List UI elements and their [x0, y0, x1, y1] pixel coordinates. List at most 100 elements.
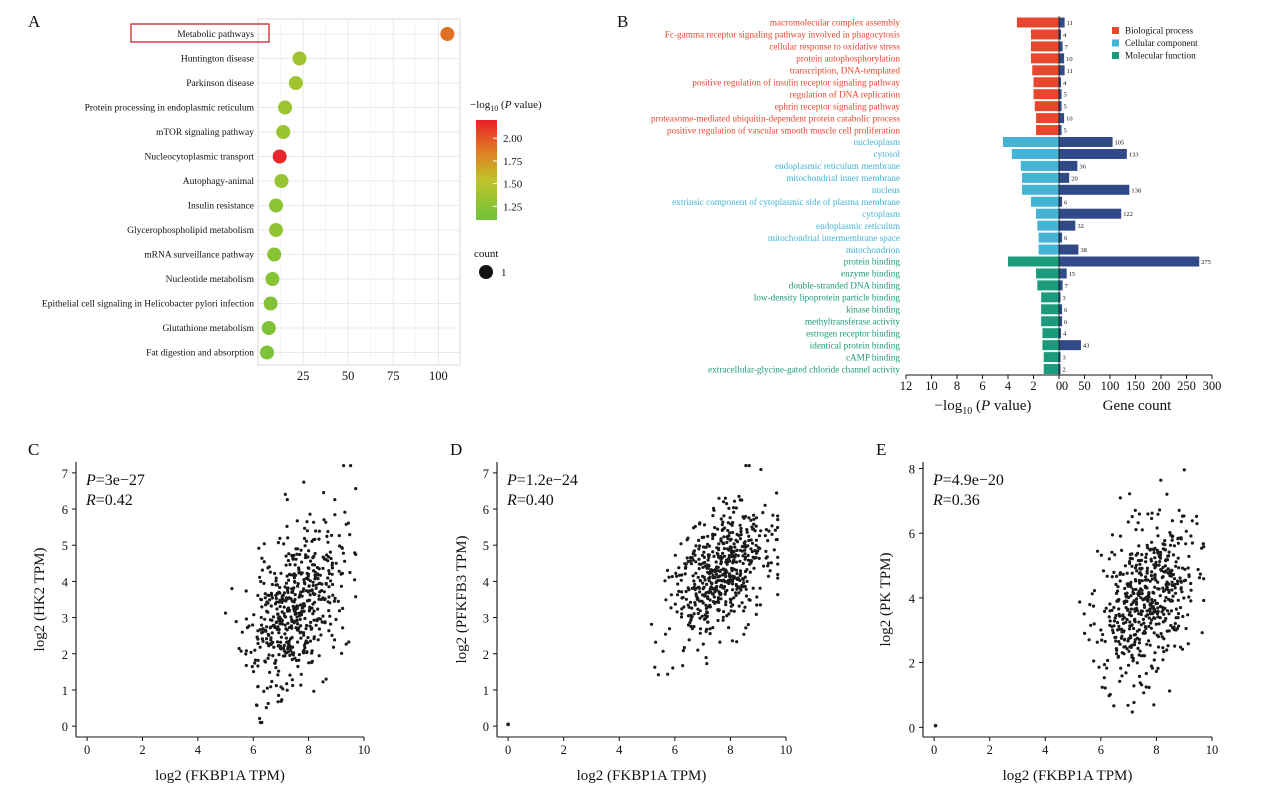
panel-d-y-tick-label: 0	[483, 720, 489, 734]
panel-c-point	[290, 587, 294, 591]
panel-c-point	[340, 651, 344, 656]
panel-e-point	[1092, 659, 1096, 663]
panel-e-point	[1177, 624, 1181, 628]
panel-c-point	[260, 568, 264, 572]
panel-b-right-axis-title: Gene count	[1103, 398, 1173, 414]
panel-e-point	[1161, 565, 1165, 570]
panel-e-stat-p: P=4.9e−20	[932, 472, 1004, 489]
panel-e-point	[1138, 681, 1142, 685]
panel-d-point	[744, 594, 749, 598]
panel-d-point	[747, 464, 751, 468]
panel-e-point	[1124, 595, 1128, 599]
panel-e-point	[1137, 512, 1141, 516]
panel-d-point	[716, 527, 720, 531]
panel-a-kegg-bubble-chart: Metabolic pathways Huntington disease Park…	[42, 18, 542, 383]
panel-c-point	[336, 599, 340, 604]
panel-e-point	[1136, 559, 1140, 563]
panel-b-pvalue-bar-4	[1032, 65, 1059, 76]
panel-d-point	[721, 567, 725, 571]
panel-c-point	[341, 551, 345, 555]
panel-d-stat-p-value: =1.2e−24	[517, 472, 578, 489]
panel-c-point	[269, 685, 273, 689]
panel-e-point	[1100, 685, 1104, 689]
panel-e-point	[1183, 567, 1187, 572]
panel-e-point	[1152, 551, 1156, 555]
panel-e-point	[1113, 616, 1117, 620]
panel-c-point	[302, 609, 306, 613]
panel-c-point	[237, 646, 241, 651]
panel-e-point	[1153, 563, 1157, 567]
panel-e-point	[1088, 603, 1092, 607]
panel-c-point	[267, 633, 271, 637]
panel-d-y-axis-title: log2 (PFKFB3 TPM)	[454, 535, 470, 663]
panel-e-point	[1138, 562, 1142, 567]
panel-d-point	[746, 623, 750, 627]
panel-b-count-label: 20	[1071, 175, 1078, 182]
panel-e-point	[1123, 592, 1127, 596]
panel-c-point	[300, 610, 304, 614]
panel-b-left-tick-label: 4	[1005, 379, 1012, 393]
panel-e-point	[1177, 508, 1181, 512]
panel-c-point	[297, 611, 301, 615]
panel-d-point	[750, 525, 754, 529]
panel-d-point	[732, 609, 736, 613]
panel-d-point	[719, 597, 723, 601]
panel-c-point	[295, 604, 299, 608]
colorbar-tick-label: 2.00	[503, 133, 523, 145]
panel-b-term-label: regulation of DNA replication	[790, 89, 901, 99]
panel-c-point	[269, 591, 273, 595]
panel-a-x-ticks: 25 50 75 100	[297, 369, 448, 383]
panel-e-point	[1126, 520, 1130, 524]
panel-d-point	[762, 564, 766, 568]
panel-c-point	[326, 576, 330, 580]
panel-e-point	[1127, 637, 1131, 641]
panel-b-count-bar-7	[1059, 101, 1062, 112]
panel-b-count-label: 15	[1069, 271, 1076, 278]
panel-d-point	[698, 631, 702, 635]
panel-c-point	[307, 566, 311, 571]
panel-c-point	[288, 673, 292, 677]
panel-d-point	[732, 596, 736, 600]
panel-e-point	[1152, 631, 1156, 635]
panel-d-point	[673, 602, 677, 606]
panel-c-point	[327, 572, 331, 576]
panel-c-point	[297, 595, 301, 599]
panel-b-right-tick-label: 250	[1177, 379, 1196, 393]
panel-a-x-tick-label: 50	[342, 369, 355, 383]
panel-c-point	[274, 576, 278, 580]
panel-e-point	[1089, 623, 1093, 627]
panel-e-point	[1133, 609, 1137, 613]
panel-c-point	[274, 658, 278, 663]
panel-c-point	[266, 601, 270, 605]
panel-b-count-bar-0	[1059, 17, 1065, 28]
panel-b-term-label: kinase binding	[846, 305, 900, 315]
panel-d-point	[713, 601, 717, 605]
panel-d-point	[742, 541, 746, 545]
size-legend-dot	[479, 265, 493, 279]
panel-e-point	[1152, 703, 1156, 707]
panel-c-point	[262, 581, 266, 586]
panel-c-point	[256, 664, 260, 668]
panel-c-point	[281, 597, 285, 602]
panel-e-point	[1134, 528, 1138, 532]
panel-e-point	[1101, 633, 1105, 637]
panel-e-point	[1184, 542, 1188, 546]
panel-c-point	[315, 619, 319, 623]
panel-b-count-bar-10	[1059, 137, 1113, 147]
panel-c-point	[319, 597, 323, 602]
panel-b-count-label: 6	[1064, 199, 1068, 206]
panel-e-point	[1171, 626, 1175, 630]
panel-c-point	[316, 572, 320, 576]
panel-e-point	[1172, 544, 1176, 548]
panel-e-point	[1120, 627, 1124, 631]
panel-e-point	[1142, 605, 1147, 610]
panel-c-point	[240, 630, 244, 634]
panel-d-y-tick-label: 5	[483, 539, 489, 553]
panel-d-point	[722, 535, 726, 539]
panel-c-point	[261, 627, 265, 631]
panel-b-count-label: 138	[1131, 187, 1141, 194]
panel-e-point	[1182, 579, 1186, 583]
panel-d-point	[752, 513, 756, 517]
panel-c-point	[266, 656, 270, 661]
panel-e-point	[1107, 694, 1111, 698]
